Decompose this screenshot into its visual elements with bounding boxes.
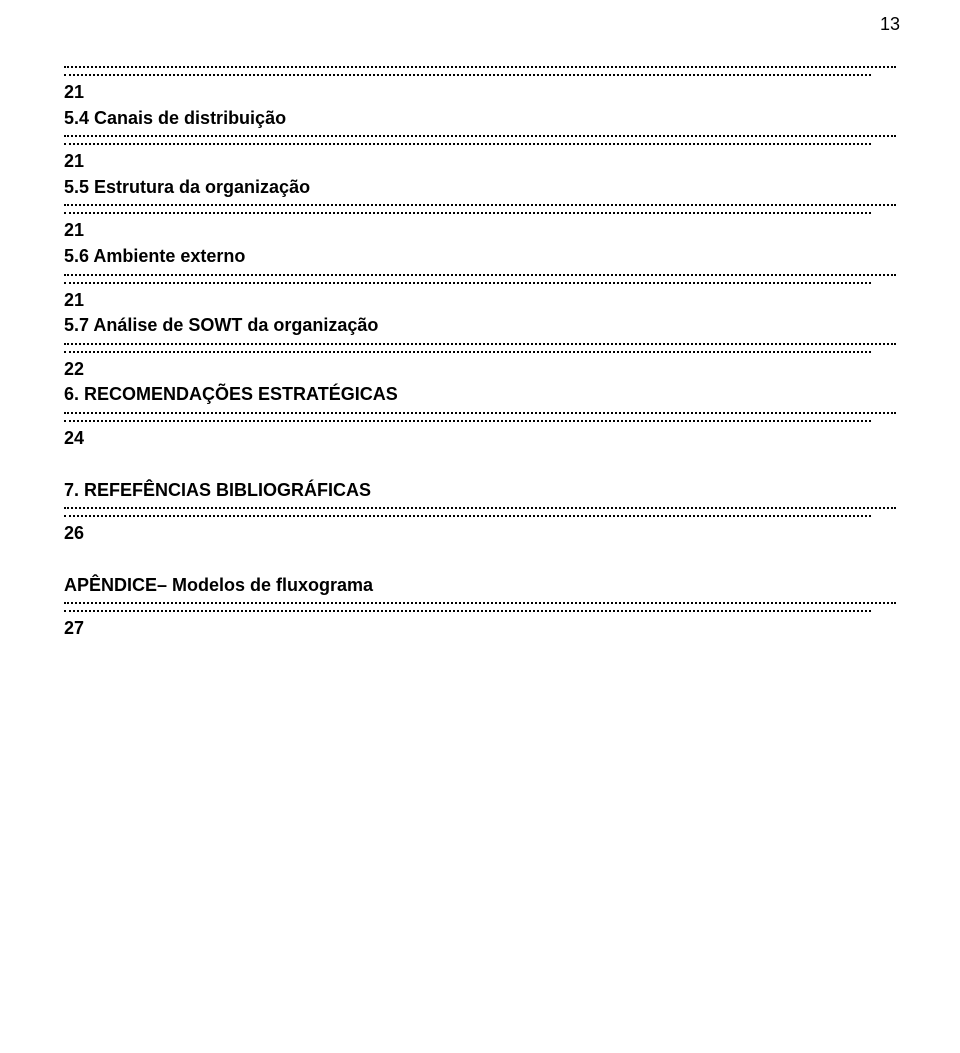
leader-line bbox=[64, 282, 871, 284]
toc-page-ref: 21 bbox=[64, 82, 896, 104]
toc-entry-title: 7. REFEFÊNCIAS BIBLIOGRÁFICAS bbox=[64, 480, 896, 502]
leader-line bbox=[64, 420, 871, 422]
document-page: 13 21 5.4 Canais de distribuição 21 5.5 … bbox=[0, 0, 960, 1053]
toc-page-ref: 21 bbox=[64, 220, 896, 242]
toc-page-ref: 21 bbox=[64, 151, 896, 173]
toc-entry-title: 5.4 Canais de distribuição bbox=[64, 108, 896, 130]
leader-line bbox=[64, 351, 871, 353]
toc-entry-title: 6. RECOMENDAÇÕES ESTRATÉGICAS bbox=[64, 384, 896, 406]
leader-line bbox=[64, 143, 871, 145]
toc-entry-title: 5.7 Análise de SOWT da organização bbox=[64, 315, 896, 337]
toc-entry-title: 5.6 Ambiente externo bbox=[64, 246, 896, 268]
toc-page-ref: 24 bbox=[64, 428, 896, 450]
toc-page-ref: 22 bbox=[64, 359, 896, 381]
toc-content: 21 5.4 Canais de distribuição 21 5.5 Est… bbox=[64, 0, 896, 640]
toc-page-ref: 21 bbox=[64, 290, 896, 312]
leader-line bbox=[64, 515, 871, 517]
toc-entry-title: 5.5 Estrutura da organização bbox=[64, 177, 896, 199]
toc-page-ref: 26 bbox=[64, 523, 896, 545]
leader-line bbox=[64, 74, 871, 76]
leader-line bbox=[64, 212, 871, 214]
toc-page-ref: 27 bbox=[64, 618, 896, 640]
leader-line bbox=[64, 610, 871, 612]
toc-entry-title: APÊNDICE– Modelos de fluxograma bbox=[64, 575, 896, 597]
page-number: 13 bbox=[880, 14, 900, 35]
